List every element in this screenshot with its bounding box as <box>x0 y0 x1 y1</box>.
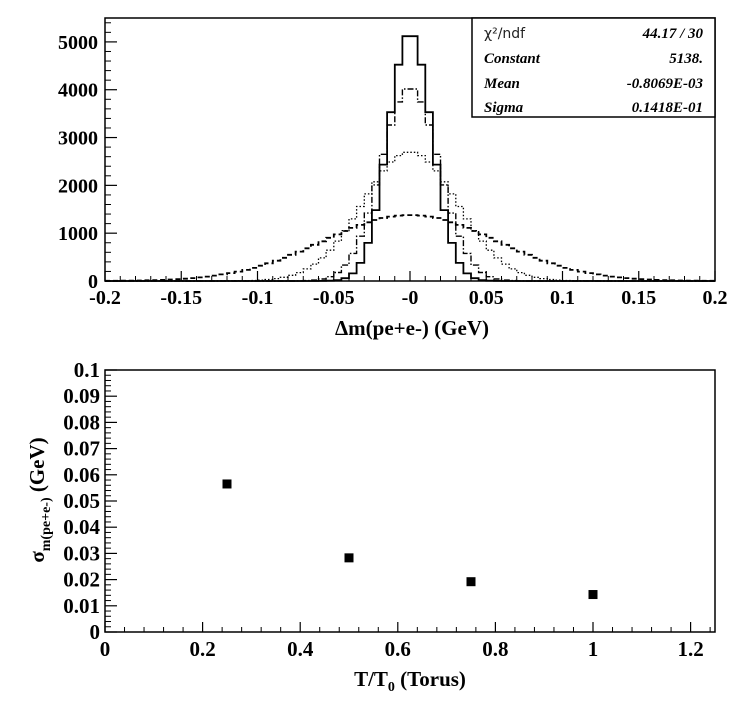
stats-value-chi2: 44.17 / 30 <box>642 26 704 42</box>
x-tick-label: 0.2 <box>189 637 215 661</box>
x-tick-label: -0 <box>402 287 419 309</box>
y-tick-label: 0.06 <box>63 463 100 487</box>
stats-box: χ²/ndf 44.17 / 30 Constant 5138. Mean -0… <box>471 17 716 118</box>
y-tick-label: 4000 <box>58 80 98 102</box>
histogram-series-dotted <box>105 151 715 282</box>
scatter-points <box>222 479 598 600</box>
y-tick-label: 0.03 <box>63 541 100 565</box>
histogram-curves <box>105 35 715 282</box>
scatter-x-axis-label: T/T0 (Torus) <box>354 667 466 695</box>
stats-value-constant: 5138. <box>669 51 703 67</box>
stats-value-mean: -0.8069E-03 <box>627 76 704 92</box>
histogram-x-ticks: -0.2 -0.15 -0.1 -0.05 -0 0.05 0.1 0.15 0.2 <box>89 271 728 309</box>
x-tick-label: 0 <box>100 637 111 661</box>
y-tick-label: 0 <box>88 271 98 293</box>
y-tick-label: 0.08 <box>63 410 100 434</box>
y-tick-label: 5000 <box>58 32 98 54</box>
y-tick-label: 0.02 <box>63 568 100 592</box>
histogram-series-dashed <box>105 214 715 282</box>
y-tick-label: 0.05 <box>63 489 100 513</box>
y-tick-label: 0.01 <box>63 594 100 618</box>
scatter-frame <box>104 369 716 633</box>
x-tick-label: 0.15 <box>621 287 656 309</box>
histogram-series-dashdot <box>105 88 715 282</box>
stats-label-constant: Constant <box>484 51 541 67</box>
stats-label-sigma: Sigma <box>484 100 524 116</box>
x-tick-label: 1.2 <box>677 637 703 661</box>
x-tick-label: -0.2 <box>89 287 121 309</box>
y-tick-label: 1000 <box>58 223 98 245</box>
y-tick-label: 0.04 <box>63 515 100 539</box>
x-tick-label: -0.15 <box>160 287 202 309</box>
scatter-panel: 0 0.2 0.4 0.6 0.8 1 1.2 00.010.020.030.040.050… <box>25 358 716 695</box>
stats-label-mean: Mean <box>483 76 520 92</box>
y-tick-label: 0.1 <box>74 358 100 382</box>
scatter-y-axis-label: σm(pe+e-) (GeV) <box>25 437 54 562</box>
scatter-y-ticks: 00.010.02 0.030.040.050.060.07 0.080.090.1 <box>63 358 117 644</box>
stats-value-sigma: 0.1418E-01 <box>632 100 703 116</box>
histogram-panel: -0.2 -0.15 -0.1 -0.05 -0 0.05 0.1 0.15 0.2 0 1000… <box>58 17 728 340</box>
histogram-y-ticks: 0 1000 2000 3000 4000 5000 <box>58 22 117 293</box>
x-tick-label: 1 <box>588 637 599 661</box>
scatter-point <box>466 577 476 587</box>
stats-label-chi2: χ²/ndf <box>484 26 526 42</box>
x-tick-label: 0.8 <box>482 637 508 661</box>
y-tick-label: 0 <box>90 620 101 644</box>
x-tick-label: -0.1 <box>242 287 274 309</box>
y-tick-label: 0.09 <box>63 384 100 408</box>
y-tick-label: 3000 <box>58 128 98 150</box>
x-tick-label: 0.6 <box>385 637 411 661</box>
x-tick-label: 0.2 <box>703 287 728 309</box>
x-tick-label: 0.4 <box>287 637 314 661</box>
x-tick-label: -0.05 <box>313 287 355 309</box>
y-tick-label: 2000 <box>58 175 98 197</box>
scatter-point <box>344 553 354 563</box>
x-tick-label: 0.1 <box>550 287 575 309</box>
scatter-point <box>588 590 598 600</box>
histogram-x-axis-label: Δm(pe+e-) (GeV) <box>335 316 489 340</box>
stats-box-frame <box>471 17 716 118</box>
scatter-point <box>222 479 232 489</box>
x-tick-label: 0.05 <box>469 287 504 309</box>
scatter-x-ticks: 0 0.2 0.4 0.6 0.8 1 1.2 <box>100 622 711 661</box>
y-tick-label: 0.07 <box>63 437 100 461</box>
